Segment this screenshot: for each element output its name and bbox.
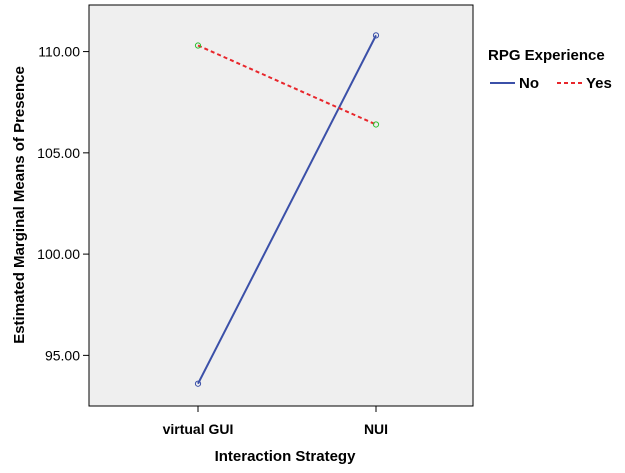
x-tick-label: virtual GUI: [163, 421, 234, 437]
plot-area: [88, 4, 474, 407]
series-line-yes: [197, 44, 377, 126]
y-tick-label: 110.00: [38, 44, 80, 60]
y-tick-label: 105.00: [37, 145, 80, 161]
legend-label-yes: Yes: [586, 75, 612, 92]
y-tick-label: 100.00: [37, 246, 80, 262]
legend-title: RPG Experience: [488, 47, 605, 64]
y-tick-label: 95.00: [45, 347, 80, 363]
series-layer: [194, 32, 380, 387]
data-point-no: [372, 32, 380, 39]
x-axis-label: Interaction Strategy: [215, 448, 357, 465]
data-point-no: [194, 380, 202, 387]
legend-label-no: No: [519, 75, 539, 92]
y-axis-label: Estimated Marginal Means of Presence: [11, 66, 28, 344]
data-point-yes: [194, 42, 202, 49]
legend-items: No Yes: [490, 75, 612, 92]
y-axis-ticks: 95.00 100.00 105.00 110.00: [37, 44, 89, 363]
x-tick-label: NUI: [364, 421, 388, 437]
data-point-yes: [372, 121, 380, 128]
x-axis-ticks: virtual GUI NUI: [163, 406, 388, 437]
series-line-no: [197, 34, 377, 385]
legend: RPG Experience No Yes: [488, 47, 612, 92]
